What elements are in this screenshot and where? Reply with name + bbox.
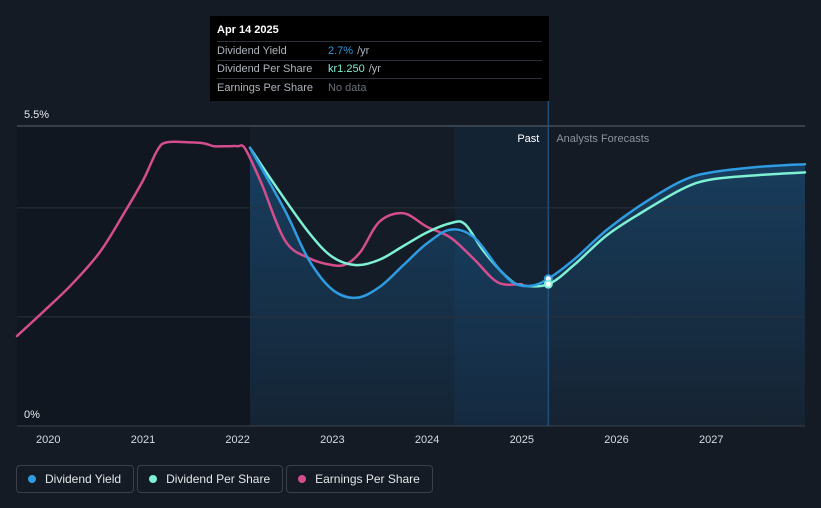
legend-label: Earnings Per Share <box>315 472 420 486</box>
dividend-yield-dot-icon <box>28 475 36 483</box>
legend-item-earnings-per-share[interactable]: Earnings Per Share <box>286 465 433 493</box>
axis-labels: 5.5% 0% 2020 2021 2022 2023 2024 2025 2026 2027 Pa… <box>24 109 723 446</box>
x-tick-label: 2023 <box>320 434 344 446</box>
tooltip-row-label: Dividend Per Share <box>217 63 313 76</box>
dps-series-line <box>248 146 807 288</box>
tooltip-row-dividend-yield: Dividend Yield 2.7% /yr <box>217 41 542 60</box>
legend-item-dividend-per-share[interactable]: Dividend Per Share <box>137 465 284 493</box>
chart-background <box>17 126 806 427</box>
tooltip-row-value: No data <box>328 81 367 94</box>
x-tick-label: 2026 <box>604 434 628 446</box>
tooltip-row-label: Dividend Yield <box>217 44 287 57</box>
legend-label: Dividend Per Share <box>166 472 271 486</box>
eps-series-line <box>15 140 524 338</box>
tooltip-row-earnings-per-share: Earnings Per Share No data <box>217 78 542 97</box>
x-tick-label: 2020 <box>36 434 60 446</box>
series-lines <box>15 140 807 338</box>
x-tick-label: 2022 <box>225 434 249 446</box>
tooltip-row-value: kr1.250 <box>328 63 365 76</box>
chart-area: 5.5% 0% 2020 2021 2022 2023 2024 2025 2026 2027 Pa… <box>15 100 807 446</box>
x-tick-label: 2025 <box>510 434 534 446</box>
tooltip-row-unit: /yr <box>368 63 381 76</box>
tooltip-row-unit: /yr <box>357 44 370 57</box>
past-panel <box>17 126 250 426</box>
tooltip-date: Apr 14 2025 <box>217 24 279 36</box>
legend-item-dividend-yield[interactable]: Dividend Yield <box>16 465 135 493</box>
forecast-region-label: Analysts Forecasts <box>556 133 649 145</box>
x-tick-label: 2024 <box>415 434 439 446</box>
yield-series-line <box>248 146 807 300</box>
dividend-per-share-dot-icon <box>149 475 158 483</box>
tooltip: Apr 14 2025 Dividend Yield 2.7% /yr Divi… <box>210 16 549 101</box>
x-tick-label: 2027 <box>699 434 723 446</box>
tooltip-row-label: Earnings Per Share <box>217 81 313 94</box>
past-region-label: Past <box>517 133 539 145</box>
y-axis-label-top: 5.5% <box>24 109 49 121</box>
tooltip-row-value: 2.7% <box>328 44 354 57</box>
dps-hover-marker <box>543 279 553 289</box>
earnings-per-share-dot-icon <box>298 475 307 483</box>
y-axis-label-bottom: 0% <box>24 409 40 421</box>
x-tick-label: 2021 <box>131 434 155 446</box>
legend: Dividend Yield Dividend Per Share Earnin… <box>16 465 433 493</box>
gridlines <box>17 100 805 427</box>
tooltip-row-dividend-per-share: Dividend Per Share kr1.250 /yr <box>217 59 542 79</box>
legend-label: Dividend Yield <box>45 472 122 486</box>
hover-markers <box>543 274 553 289</box>
